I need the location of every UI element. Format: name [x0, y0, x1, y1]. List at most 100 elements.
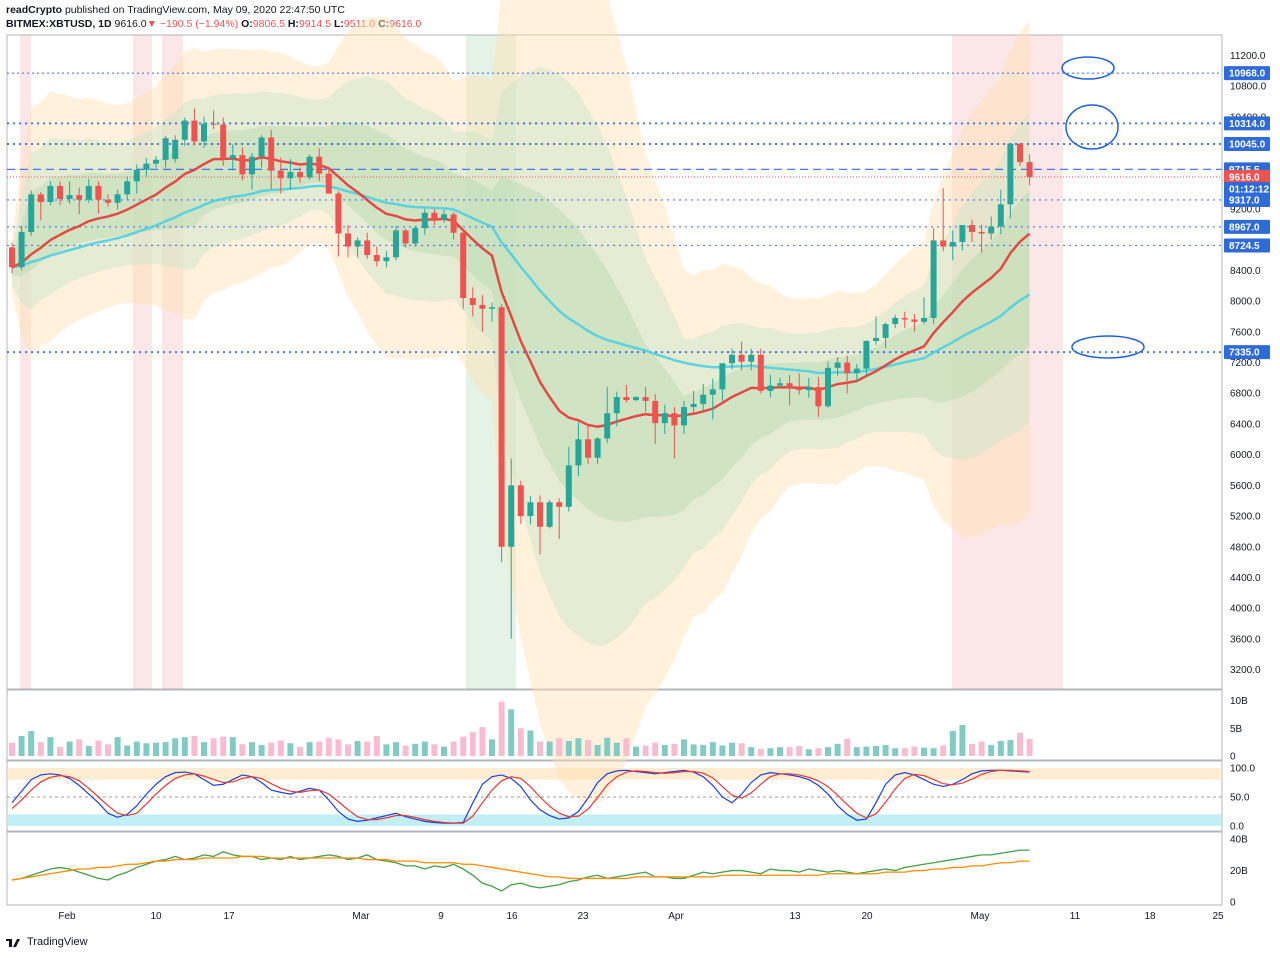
candle-body — [767, 385, 774, 391]
candle-body — [268, 137, 275, 171]
candle-body — [882, 324, 889, 338]
highlight-zone — [162, 35, 183, 689]
date-tick-label: May — [971, 911, 990, 922]
candle-body — [105, 199, 111, 203]
candle-body — [66, 195, 73, 199]
candle-body — [287, 172, 294, 179]
price-label-text: 10968.0 — [1229, 69, 1266, 80]
candle-body — [181, 120, 188, 140]
price-tick-label: 8400.0 — [1230, 266, 1261, 277]
volume-bar — [210, 738, 217, 756]
candle-body — [345, 233, 351, 247]
volume-bar — [604, 737, 611, 756]
candle-body — [556, 502, 563, 507]
volume-bar — [498, 701, 505, 756]
volume-bar — [1017, 732, 1023, 756]
volume-bar — [594, 744, 601, 756]
candle-body — [191, 120, 198, 142]
date-tick-label: 10 — [150, 911, 162, 922]
price-tick-label: 6400.0 — [1230, 419, 1261, 430]
volume-bar — [124, 745, 131, 756]
volume-bar — [575, 738, 582, 756]
volume-bar — [844, 738, 851, 756]
candle-body — [57, 185, 63, 199]
volume-bar — [47, 737, 54, 756]
volume-bar — [873, 746, 879, 756]
volume-bar — [85, 746, 92, 756]
price-tick-label: 11200.0 — [1230, 51, 1266, 62]
price-label-box — [1224, 181, 1270, 196]
open-value: 9806.5 — [252, 18, 285, 30]
date-tick-label: 9 — [438, 911, 444, 922]
candle-body — [220, 124, 227, 159]
candle-body — [930, 240, 937, 318]
candle-body — [277, 170, 284, 179]
candle-body — [805, 387, 812, 391]
volume-tick-label: 5B — [1230, 724, 1243, 735]
volume-bar — [393, 742, 399, 756]
pane-frame-3 — [6, 831, 1223, 906]
price-label-text: 9317.0 — [1229, 195, 1260, 206]
volume-bar — [1007, 739, 1014, 756]
tradingview-footer[interactable]: TradingView — [5, 936, 88, 948]
candle-body — [661, 413, 668, 424]
volume-bar — [9, 742, 15, 756]
date-tick-label: 16 — [506, 911, 518, 922]
candle-body — [373, 255, 380, 262]
oscillator-line — [11, 855, 1030, 881]
volume-bar — [623, 738, 630, 756]
volume-bar — [277, 740, 284, 756]
volume-bar — [316, 741, 323, 756]
volume-bar — [527, 730, 534, 756]
last-price: 9616.0 — [114, 18, 147, 30]
candle-body — [460, 232, 467, 298]
volume-bar — [1026, 738, 1033, 756]
volume-bar — [37, 742, 44, 756]
candle-body — [431, 212, 438, 220]
volume-bar — [162, 742, 169, 756]
ema-fast-line — [11, 155, 1031, 428]
volume-bar — [556, 738, 563, 756]
candle-body — [700, 394, 707, 404]
osc-tick-label: 40B — [1230, 835, 1248, 846]
date-tick-label: Apr — [668, 911, 684, 922]
volume-bar — [460, 736, 467, 756]
candle-body — [527, 502, 534, 517]
volume-bar — [297, 747, 303, 756]
volume-bar — [901, 748, 908, 756]
osc-tick-label: 0 — [1230, 898, 1236, 909]
candle-body — [402, 230, 409, 244]
price-label-box — [1224, 192, 1270, 207]
volume-bar — [354, 741, 361, 756]
volume-bar — [153, 742, 159, 756]
candle-body — [959, 225, 966, 242]
highlight-zone — [20, 35, 31, 689]
volume-bar — [268, 742, 275, 756]
candle-body — [921, 317, 927, 322]
stoch-tick-label: 100.0 — [1230, 764, 1255, 775]
volume-bar — [105, 744, 111, 756]
candle-body — [37, 194, 44, 203]
price-label-box — [1224, 137, 1270, 152]
volume-bar — [28, 731, 35, 756]
date-tick-label: 20 — [861, 911, 873, 922]
volume-bar — [911, 746, 918, 756]
outer-envelope — [12, 0, 1030, 804]
candle-body — [76, 195, 83, 200]
price-label-box — [1224, 116, 1270, 131]
price-tick-label: 3600.0 — [1230, 634, 1261, 645]
volume-bar — [76, 739, 83, 756]
symbol-label[interactable]: BITMEX:XBTUSD, 1D — [6, 18, 112, 30]
date-tick-label: 17 — [223, 911, 235, 922]
candle-body — [853, 368, 860, 374]
candle-body — [537, 502, 543, 527]
publish-line: readCrypto published on TradingView.com,… — [6, 3, 421, 17]
price-label-text: 10314.0 — [1229, 119, 1266, 130]
author-name[interactable]: readCrypto — [6, 4, 63, 16]
candle-body — [297, 172, 303, 178]
candle-body — [383, 257, 390, 262]
price-tick-label: 5600.0 — [1230, 481, 1261, 492]
volume-bar — [306, 742, 313, 756]
volume-bar — [508, 709, 515, 756]
